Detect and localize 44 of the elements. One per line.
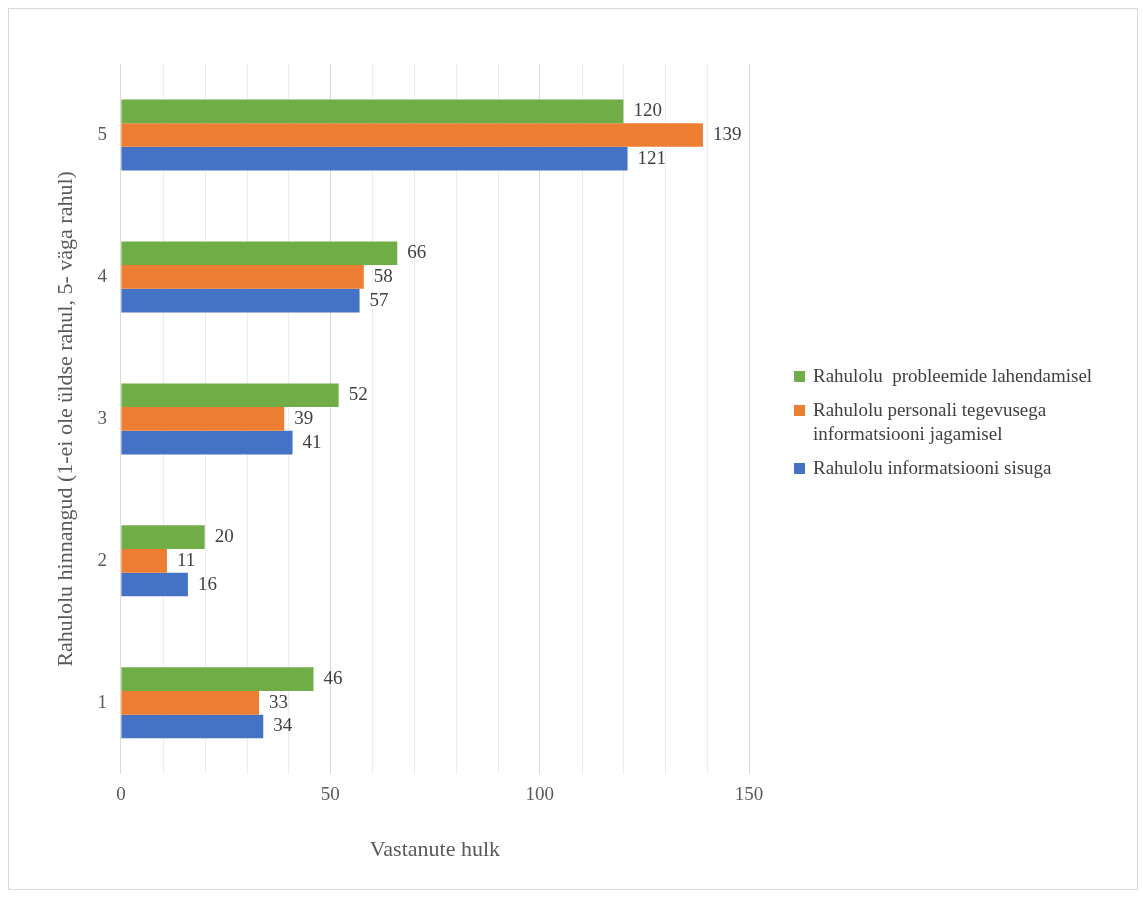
data-label: 20 <box>214 525 234 547</box>
bar <box>121 288 360 313</box>
x-tick-label: 100 <box>525 783 554 805</box>
data-label: 46 <box>323 667 343 689</box>
bar <box>121 430 293 455</box>
data-label: 121 <box>637 146 667 168</box>
bar <box>121 667 314 691</box>
data-label: 139 <box>712 122 742 144</box>
data-label: 66 <box>407 241 427 263</box>
bar <box>121 383 339 408</box>
bar <box>121 572 188 597</box>
data-label: 120 <box>633 99 662 121</box>
legend-label: Rahulolu personali tegevusega informatsiooni jagamisel <box>813 398 1048 446</box>
x-tick-label: 50 <box>320 783 340 805</box>
data-label: 39 <box>294 406 314 428</box>
data-label: 41 <box>302 430 322 452</box>
data-label: 33 <box>269 690 289 712</box>
bar <box>121 525 205 550</box>
bar <box>121 123 703 147</box>
x-tick-label: 150 <box>734 783 764 805</box>
bar <box>121 265 364 289</box>
data-label: 52 <box>348 383 368 405</box>
bar <box>121 241 398 266</box>
data-label: 11 <box>176 548 196 570</box>
data-label: 16 <box>197 572 217 594</box>
data-label: 57 <box>369 288 389 310</box>
legend-label: Rahulolu informatsiooni sisuga <box>813 456 1052 480</box>
y-tick-label: 4 <box>97 264 108 286</box>
y-tick-label: 1 <box>97 690 107 712</box>
bar <box>121 714 264 739</box>
x-tick-label: 0 <box>116 783 126 805</box>
y-tick-label: 5 <box>97 122 107 144</box>
bar <box>121 146 628 171</box>
y-tick-label: 3 <box>97 406 107 428</box>
legend-label: Rahulolu probleemide lahendamisel <box>813 364 1093 388</box>
data-label: 58 <box>373 264 393 286</box>
bar <box>121 99 624 124</box>
y-tick-label: 2 <box>97 548 107 570</box>
bar <box>121 549 167 573</box>
bar <box>121 407 285 431</box>
bar <box>121 690 260 715</box>
y-axis-title: Rahulolu hinnangud (1-ei ole üldse rahul, 5- väga rahul) <box>51 171 77 667</box>
data-label: 34 <box>273 714 293 736</box>
x-axis-title: Vastanute hulk <box>369 835 501 861</box>
